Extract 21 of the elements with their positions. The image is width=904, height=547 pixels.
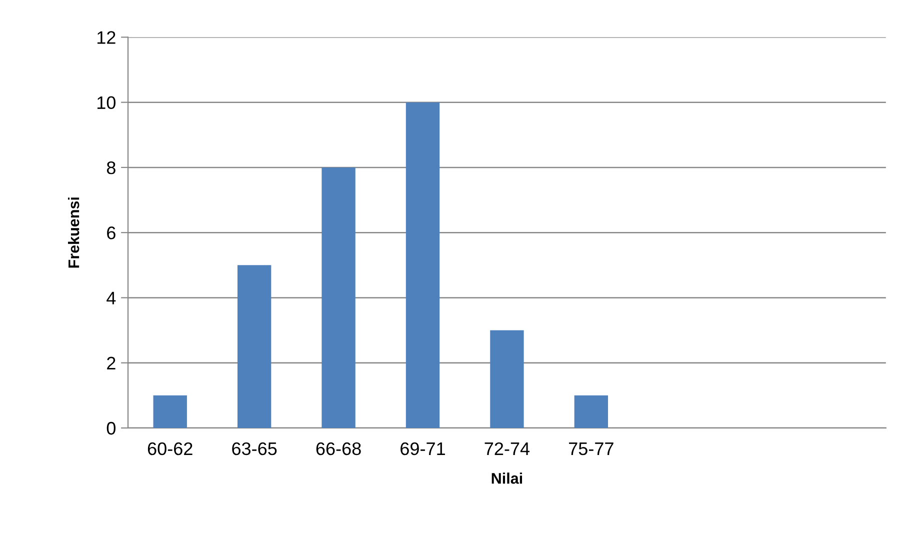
bar <box>490 330 524 428</box>
x-tick-label: 66-68 <box>316 442 361 456</box>
y-tick-label: 10 <box>97 96 116 110</box>
x-tick-label: 75-77 <box>569 442 614 456</box>
bar <box>153 395 187 428</box>
x-tick-label: 72-74 <box>484 442 530 455</box>
y-tick-label: 12 <box>97 31 116 44</box>
bar <box>322 167 356 428</box>
y-tick-label: 6 <box>107 226 116 240</box>
x-axis-title: Nilai <box>492 472 522 484</box>
x-tick-label: 63-65 <box>232 442 277 456</box>
y-tick-label: 4 <box>106 292 116 304</box>
bar <box>237 265 272 428</box>
bar <box>406 102 440 428</box>
y-tick-label: 8 <box>106 161 116 174</box>
x-tick-label: 60-62 <box>148 442 192 456</box>
y-tick-label: 2 <box>107 356 116 370</box>
y-tick-label: 0 <box>106 422 116 435</box>
y-axis-title: Frekuensi <box>68 198 80 268</box>
x-tick-label: 69-71 <box>400 442 445 456</box>
bar <box>574 395 608 428</box>
